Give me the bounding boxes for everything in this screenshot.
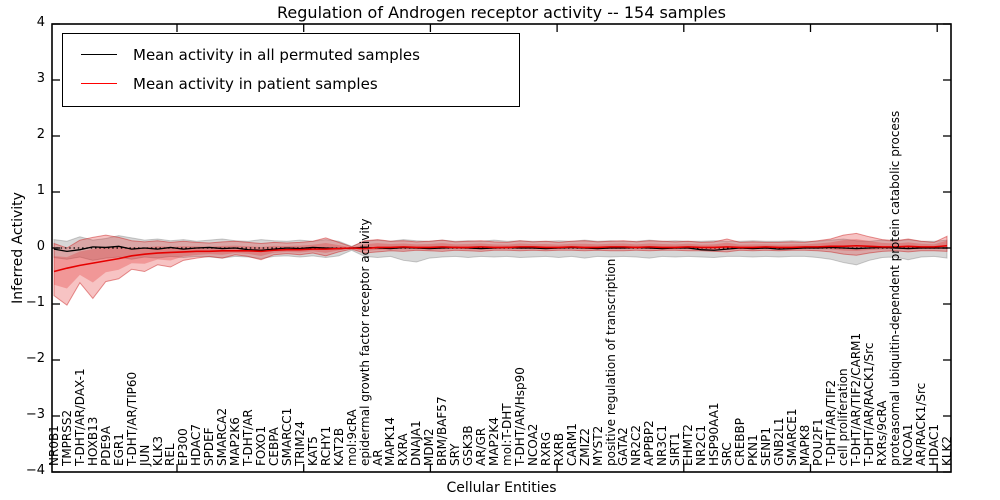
- x-tick-label: CREBBP: [732, 418, 747, 466]
- x-tick-label: ZMIZ2: [577, 428, 592, 466]
- x-tick-label: PDE9A: [98, 426, 113, 466]
- x-tick-label: MAPK8: [797, 424, 812, 466]
- patient-line-swatch: [81, 83, 117, 84]
- x-tick-label: RCHY1: [318, 425, 333, 466]
- x-tick-label: RXRG: [538, 431, 553, 466]
- y-tick-label: −3: [25, 407, 45, 422]
- patient-mean-line: [53, 244, 948, 273]
- x-tick-label: PKN1: [745, 434, 760, 466]
- y-tick-label: −1: [25, 295, 45, 310]
- x-tick-label: T-DHT/AR/TIP60: [124, 371, 139, 466]
- x-tick-label: JUN: [137, 444, 152, 466]
- x-tick-label: KAT5: [305, 436, 320, 466]
- x-tick-label: MYST2: [590, 425, 605, 466]
- x-tick-label: TRIM24: [292, 421, 307, 466]
- legend-entry-permuted: Mean activity in all permuted samples: [73, 40, 509, 69]
- legend-entry-patient: Mean activity in patient samples: [73, 69, 509, 98]
- patient-band: [53, 232, 948, 306]
- legend: Mean activity in all permuted samples Me…: [62, 33, 520, 107]
- y-tick-label: 4: [36, 15, 45, 30]
- x-tick-label: SENP1: [758, 426, 773, 466]
- y-tick-label: −4: [25, 463, 45, 478]
- x-tick-label: EGR1: [111, 433, 126, 466]
- legend-label-permuted: Mean activity in all permuted samples: [133, 45, 420, 64]
- y-tick-label: 2: [36, 127, 45, 142]
- permuted-line-swatch: [81, 54, 117, 55]
- x-tick-label: HOXB13: [85, 416, 100, 466]
- x-tick-label: TMPRSS2: [59, 409, 74, 466]
- x-tick-label: SMARCE1: [784, 408, 799, 466]
- x-tick-label: KLK2: [940, 435, 954, 466]
- x-axis-label: Cellular Entities: [446, 480, 557, 496]
- y-tick-label: −2: [25, 351, 45, 366]
- x-tick-label: epidermal growth factor receptor activit…: [357, 218, 372, 466]
- x-tick-label: KAT2B: [331, 427, 346, 466]
- permuted-band: [53, 235, 948, 266]
- y-tick-label: 3: [36, 71, 45, 86]
- x-tick-label: POU2F1: [810, 418, 825, 466]
- x-tick-label: RXRB: [551, 432, 566, 466]
- x-tick-label: SMARCC1: [279, 407, 294, 466]
- y-tick-label: 1: [36, 183, 45, 198]
- x-tick-label: proteasomal ubiquitin-dependent protein …: [888, 110, 903, 466]
- y-tick-label: 0: [36, 239, 45, 254]
- chart-title: Regulation of Androgen receptor activity…: [277, 3, 726, 22]
- x-tick-label: CARM1: [564, 423, 579, 466]
- x-tick-label: T-DHT/AR/Hsp90: [512, 367, 527, 466]
- legend-label-patient: Mean activity in patient samples: [133, 74, 378, 93]
- x-tick-label: NCOA2: [525, 423, 540, 466]
- patient-band-inner: [54, 238, 947, 289]
- x-tick-label: T-DHT/AR/DAX-1: [72, 368, 87, 466]
- x-tick-label: mol:9cRA: [344, 409, 359, 466]
- x-tick-label: GNB2L1: [771, 417, 786, 466]
